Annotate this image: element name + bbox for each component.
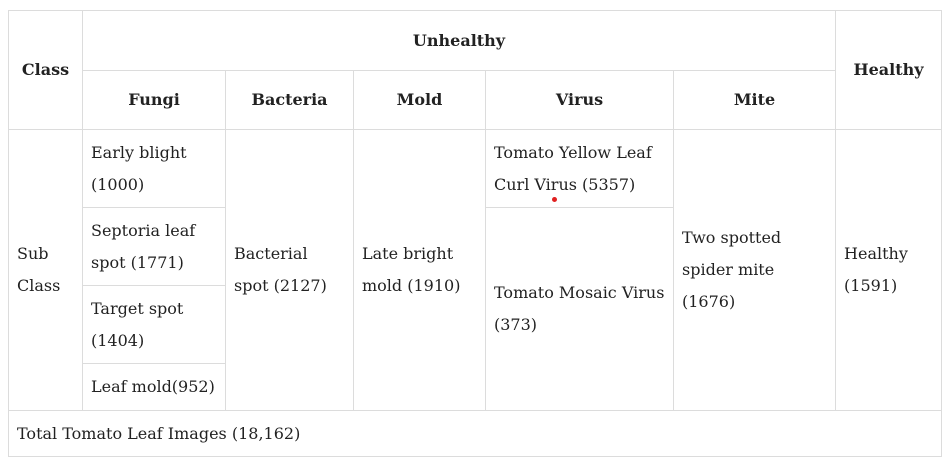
- header-class: Class: [8, 10, 83, 130]
- healthy-cell: Healthy (1591): [835, 129, 943, 411]
- dataset-table: Class Unhealthy Healthy Fungi Bacteria M…: [7, 10, 943, 457]
- header-healthy: Healthy: [835, 10, 943, 130]
- mite-cell: Two spotted spider mite (1676): [672, 129, 837, 411]
- header-fungi: Fungi: [82, 70, 226, 130]
- subclass-label: Sub Class: [8, 129, 83, 411]
- fungi-septoria: Septoria leaf spot (1771): [82, 207, 226, 286]
- header-mold: Mold: [353, 70, 486, 130]
- red-dot-marker: [552, 197, 557, 202]
- fungi-target-spot: Target spot (1404): [82, 285, 226, 364]
- header-mite: Mite: [672, 70, 837, 130]
- bacteria-cell: Bacterial spot (2127): [225, 129, 354, 411]
- total-images: Total Tomato Leaf Images (18,162): [7, 410, 943, 457]
- mold-cell: Late bright mold (1910): [353, 129, 486, 411]
- fungi-leaf-mold: Leaf mold(952): [82, 363, 226, 411]
- header-virus: Virus: [485, 70, 674, 130]
- virus-yellow-leaf-curl: Tomato Yellow Leaf Curl Virus (5357): [485, 129, 674, 208]
- header-bacteria: Bacteria: [225, 70, 354, 130]
- fungi-early-blight: Early blight (1000): [82, 129, 226, 208]
- virus-mosaic: Tomato Mosaic Virus (373): [485, 207, 674, 411]
- header-unhealthy: Unhealthy: [81, 10, 837, 71]
